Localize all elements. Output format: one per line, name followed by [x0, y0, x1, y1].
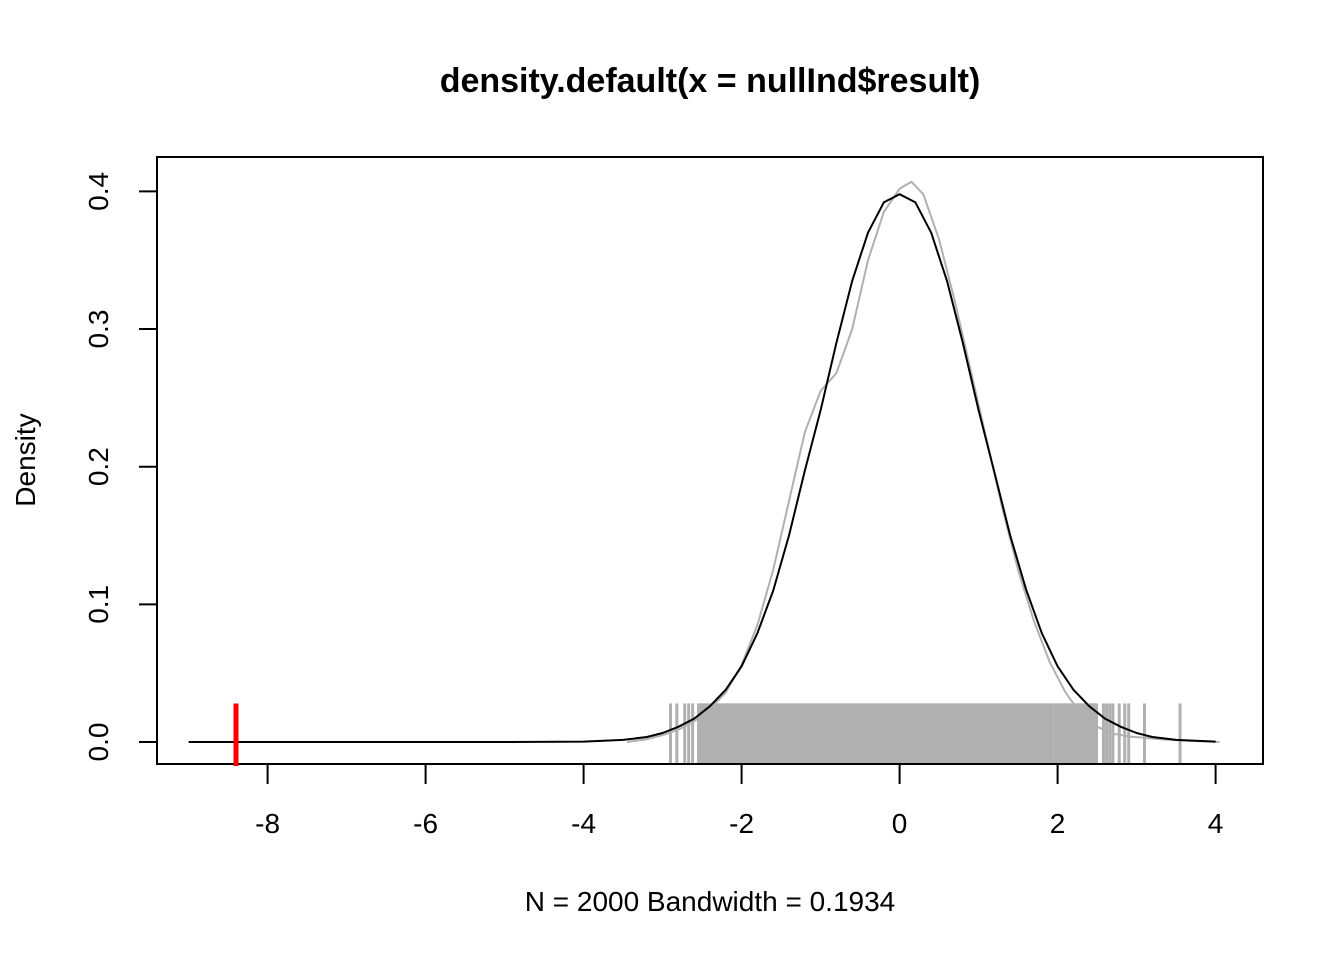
- plot-frame: [156, 156, 1264, 765]
- x-tick-label: -6: [413, 808, 438, 839]
- y-axis: 0.0 0.1 0.2 0.3 0.4: [83, 172, 158, 762]
- x-tick-label: 4: [1208, 808, 1224, 839]
- y-tick-label: 0.3: [83, 310, 114, 349]
- grey-density-curve: [626, 180, 1220, 743]
- x-tick-label: 0: [892, 808, 908, 839]
- x-tick-label: -4: [571, 808, 596, 839]
- y-tick-label: 0.0: [83, 723, 114, 762]
- chart-title: density.default(x = nullInd$result): [440, 62, 981, 100]
- x-tick-label: -8: [255, 808, 280, 839]
- y-tick-label: 0.1: [83, 585, 114, 624]
- x-tick-label: 2: [1050, 808, 1066, 839]
- y-axis-label: Density: [10, 413, 41, 506]
- x-axis: -8 -6 -4 -2 0 2 4: [255, 763, 1224, 839]
- rug-marks: [669, 703, 1182, 763]
- density-lines: [188, 180, 1220, 743]
- y-tick-label: 0.4: [83, 172, 114, 211]
- x-tick-label: -2: [729, 808, 754, 839]
- black-density-curve: [188, 193, 1216, 743]
- y-tick-label: 0.2: [83, 447, 114, 486]
- x-axis-label: N = 2000 Bandwidth = 0.1934: [525, 886, 896, 917]
